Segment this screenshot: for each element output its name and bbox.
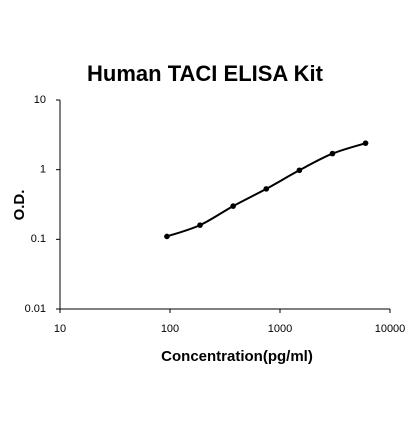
x-tick-label: 1000	[268, 323, 292, 335]
point	[362, 140, 369, 146]
y-tick-label: 10	[34, 94, 46, 106]
x-tick-label: 10	[54, 323, 66, 335]
y-tick-label: 0.01	[25, 303, 46, 315]
point	[263, 186, 270, 192]
x-axis-label: Concentration(pg/ml)	[161, 348, 313, 365]
point	[329, 150, 336, 157]
point	[197, 222, 203, 228]
x-tick-label: 10000	[375, 323, 406, 335]
y-tick-label: 0.1	[31, 233, 46, 245]
point	[164, 233, 170, 240]
x-tick-label: 100	[161, 323, 179, 335]
y-axis-label: O.D.	[11, 190, 28, 221]
chart-title: Human TACI ELISA Kit	[87, 61, 324, 86]
point	[230, 203, 236, 209]
y-tick-label: 1	[40, 164, 46, 176]
point	[296, 167, 303, 174]
